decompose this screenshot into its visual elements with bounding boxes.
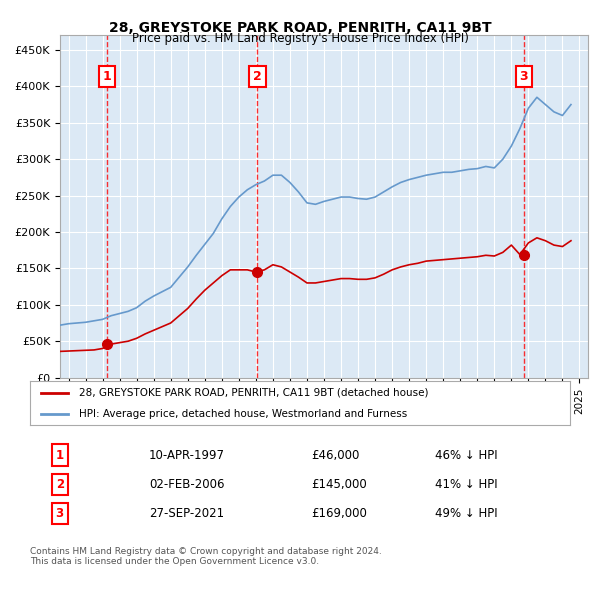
Text: 2: 2	[56, 478, 64, 491]
Text: £169,000: £169,000	[311, 507, 367, 520]
Text: 3: 3	[520, 70, 528, 83]
Text: 2: 2	[253, 70, 262, 83]
Text: 27-SEP-2021: 27-SEP-2021	[149, 507, 224, 520]
Text: 28, GREYSTOKE PARK ROAD, PENRITH, CA11 9BT (detached house): 28, GREYSTOKE PARK ROAD, PENRITH, CA11 9…	[79, 388, 428, 398]
Text: £46,000: £46,000	[311, 448, 359, 461]
Text: 49% ↓ HPI: 49% ↓ HPI	[435, 507, 497, 520]
Text: Contains HM Land Registry data © Crown copyright and database right 2024.
This d: Contains HM Land Registry data © Crown c…	[30, 547, 382, 566]
Text: 41% ↓ HPI: 41% ↓ HPI	[435, 478, 497, 491]
Text: 1: 1	[56, 448, 64, 461]
Text: 1: 1	[103, 70, 112, 83]
Text: 46% ↓ HPI: 46% ↓ HPI	[435, 448, 497, 461]
Text: 10-APR-1997: 10-APR-1997	[149, 448, 225, 461]
Text: £145,000: £145,000	[311, 478, 367, 491]
Text: 28, GREYSTOKE PARK ROAD, PENRITH, CA11 9BT: 28, GREYSTOKE PARK ROAD, PENRITH, CA11 9…	[109, 21, 491, 35]
Text: 02-FEB-2006: 02-FEB-2006	[149, 478, 224, 491]
Text: 3: 3	[56, 507, 64, 520]
Text: Price paid vs. HM Land Registry's House Price Index (HPI): Price paid vs. HM Land Registry's House …	[131, 32, 469, 45]
Text: HPI: Average price, detached house, Westmorland and Furness: HPI: Average price, detached house, West…	[79, 409, 407, 419]
